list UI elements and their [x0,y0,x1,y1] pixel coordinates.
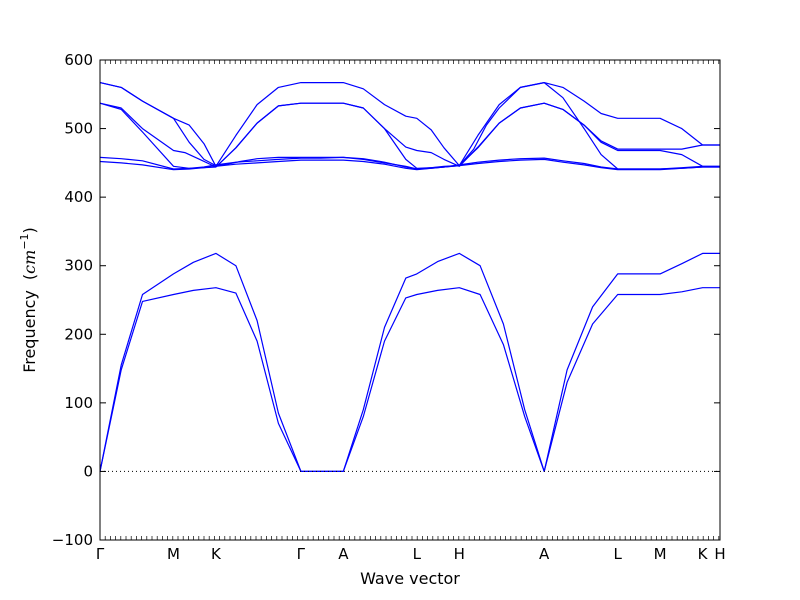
y-tick-label: 200 [64,325,93,343]
x-minor-ticks [99,60,720,540]
y-tick-label: −100 [52,531,93,549]
band-line-2 [99,252,720,472]
y-tick-label: 400 [64,188,93,206]
y-tick-label: 100 [64,394,93,412]
y-axis-title: Frequency (cm−1) [18,227,39,373]
series-layer [99,82,720,472]
x-tick-label: M [654,545,667,563]
x-tick-label: K [211,545,222,563]
x-tick-label: A [539,545,550,563]
y-tick-label: 0 [83,462,93,480]
y-axis-ticks: −100 0 100 200 300 400 500 600 [52,51,720,549]
band-line-6 [99,102,720,169]
band-line-8 [99,82,720,170]
plot-frame [99,59,721,541]
x-tick-label: H [714,545,725,563]
plot-border [99,59,721,541]
x-tick-label: Γ [297,545,306,563]
y-tick-label: 600 [64,51,93,69]
band-line-5 [99,102,720,168]
y-axis-title-text: Frequency [20,290,39,373]
band-line-7 [99,82,720,167]
x-tick-label: Γ [96,545,105,563]
y-tick-label: 300 [64,257,93,275]
x-tick-label: K [698,545,709,563]
y-tick-label: 500 [64,120,93,138]
y-axis-unit-exp: −1 [18,233,31,249]
band-line-1 [99,287,720,472]
y-axis-unit-base: cm [20,250,39,274]
y-axis-unit-close: ) [20,227,39,233]
x-tick-label: M [167,545,180,563]
x-tick-label: A [338,545,349,563]
x-tick-label: L [413,545,422,563]
x-tick-label: H [454,545,465,563]
y-axis-unit-open: ( [20,274,39,280]
x-axis-title: Wave vector [360,569,460,588]
x-tick-label: L [613,545,622,563]
